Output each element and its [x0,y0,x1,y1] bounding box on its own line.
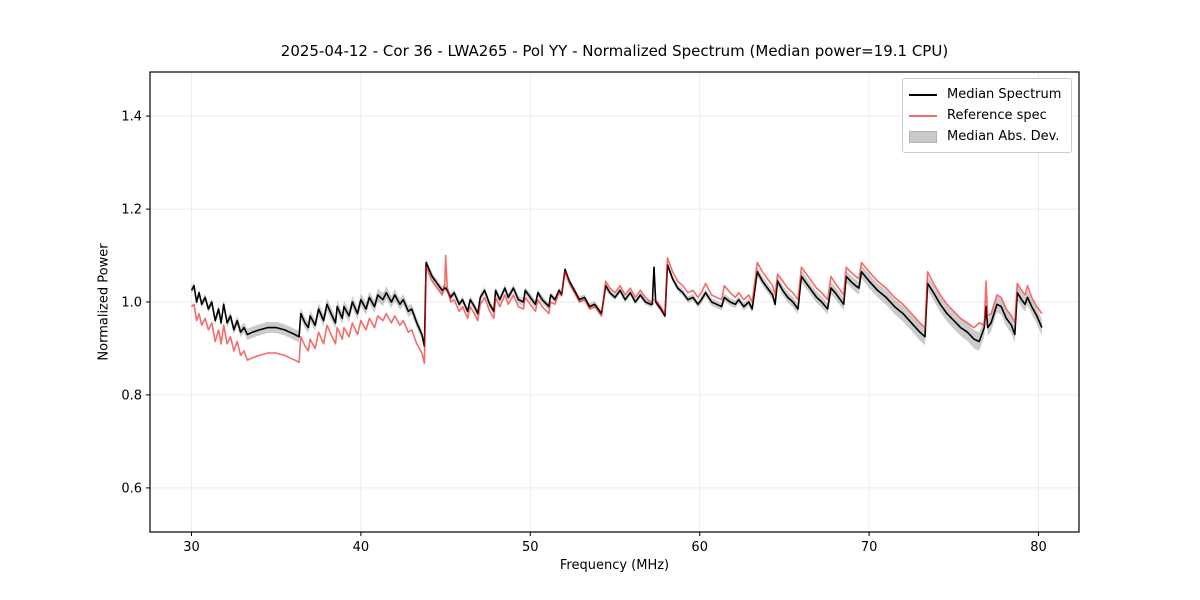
reference-spec-line-swatch-icon [909,114,937,117]
median-spectrum-line-swatch-icon [909,93,937,96]
legend-label: Median Abs. Dev. [947,129,1060,144]
legend-item-reference-spec: Reference spec [909,105,1063,126]
legend-label: Reference spec [947,108,1047,123]
x-axis-label: Frequency (MHz) [559,558,670,573]
svg-text:70: 70 [861,540,878,555]
svg-text:60: 60 [691,540,708,555]
svg-text:1.4: 1.4 [121,110,142,125]
svg-text:40: 40 [353,540,370,555]
svg-text:1.2: 1.2 [121,203,142,218]
plot-title: 2025-04-12 - Cor 36 - LWA265 - Pol YY - … [280,42,949,60]
svg-text:30: 30 [183,540,200,555]
legend-label: Median Spectrum [947,87,1062,102]
legend-item-median-abs-dev: Median Abs. Dev. [909,126,1063,147]
svg-text:1.0: 1.0 [121,296,142,311]
legend-item-median-spectrum: Median Spectrum [909,84,1063,105]
svg-text:50: 50 [522,540,539,555]
svg-text:80: 80 [1030,540,1047,555]
median-abs-dev-patch-swatch-icon [909,130,937,143]
legend: Median Spectrum Reference spec Median Ab… [902,78,1072,153]
svg-text:0.8: 0.8 [121,388,142,403]
svg-text:0.6: 0.6 [121,481,142,496]
